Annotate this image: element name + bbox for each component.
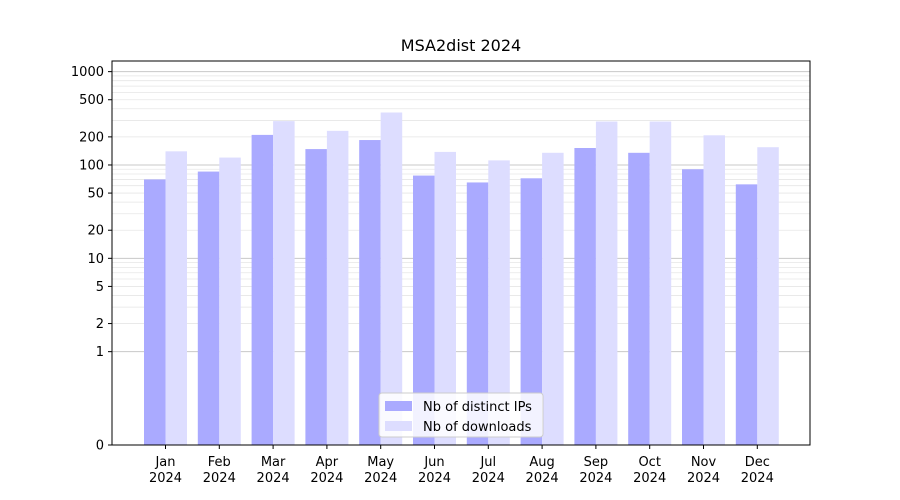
bar-distinct-ips (682, 169, 704, 446)
bar-downloads (649, 121, 672, 445)
bar-downloads (434, 151, 456, 445)
x-axis: Jan 2024 Feb 2024 Mar 2024 Apr 2024 May 2024 Jun 20… (149, 445, 774, 486)
bar-distinct-ips (628, 152, 650, 445)
bar-distinct-ips (197, 171, 220, 445)
legend-box (378, 392, 544, 438)
y-tick-label: 20 (87, 224, 104, 239)
x-tick-label: Sep 2024 (579, 455, 612, 486)
bar-distinct-ips (359, 140, 381, 446)
x-tick-label: Oct 2024 (633, 455, 666, 486)
x-tick-label: Aug 2024 (526, 455, 559, 486)
y-tick-label: 200 (79, 130, 104, 145)
y-tick-label: 2 (96, 317, 104, 332)
x-tick-label: Nov 2024 (687, 455, 720, 486)
legend-swatch (385, 401, 412, 411)
bar-downloads (219, 157, 241, 446)
bar-downloads (703, 135, 725, 445)
bar-distinct-ips (251, 134, 274, 445)
plot-frame (111, 60, 811, 446)
x-tick-label: Jun 2024 (418, 455, 451, 486)
x-tick-label: Jan 2024 (149, 455, 182, 486)
bar-downloads (380, 112, 403, 445)
x-tick-label: Feb 2024 (203, 455, 236, 486)
legend-swatch (385, 421, 412, 431)
x-tick-label: Apr 2024 (310, 455, 343, 486)
bar-distinct-ips (466, 182, 489, 445)
bar-distinct-ips (735, 184, 758, 445)
bar-distinct-ips (520, 178, 543, 445)
bar-downloads (326, 130, 349, 446)
bar-distinct-ips (305, 149, 327, 445)
y-tick-label: 10 (87, 252, 104, 267)
legend-label: Nb of distinct IPs (423, 400, 532, 415)
bar-downloads (165, 151, 187, 445)
y-tick-label: 5 (96, 280, 104, 295)
bar-downloads (595, 121, 618, 445)
y-tick-label: 1000 (71, 65, 104, 80)
bar-distinct-ips (413, 175, 435, 445)
y-tick-label: 1 (96, 345, 104, 360)
x-tick-label: Jul 2024 (472, 455, 505, 486)
x-tick-label: Mar 2024 (257, 455, 290, 486)
bar-distinct-ips (144, 179, 166, 445)
chart-title: MSA2dist 2024 (401, 36, 521, 55)
bar-distinct-ips (574, 148, 596, 445)
legend-label: Nb of downloads (423, 420, 532, 435)
legend: Nb of distinct IPs Nb of downloads (378, 392, 544, 438)
x-tick-label: Dec 2024 (741, 455, 774, 486)
bar-downloads (488, 160, 510, 445)
bar-downloads (273, 121, 295, 446)
y-tick-label: 50 (87, 187, 104, 202)
bar-downloads (757, 147, 779, 445)
bars (144, 112, 779, 446)
x-tick-label: May 2024 (364, 455, 397, 486)
y-tick-label: 100 (79, 158, 104, 173)
y-tick-label: 0 (96, 439, 104, 454)
y-axis: 0 1 2 5 10 20 50 100 200 500 1000 (71, 65, 112, 454)
y-tick-label: 500 (79, 93, 104, 108)
bar-downloads (542, 152, 564, 445)
